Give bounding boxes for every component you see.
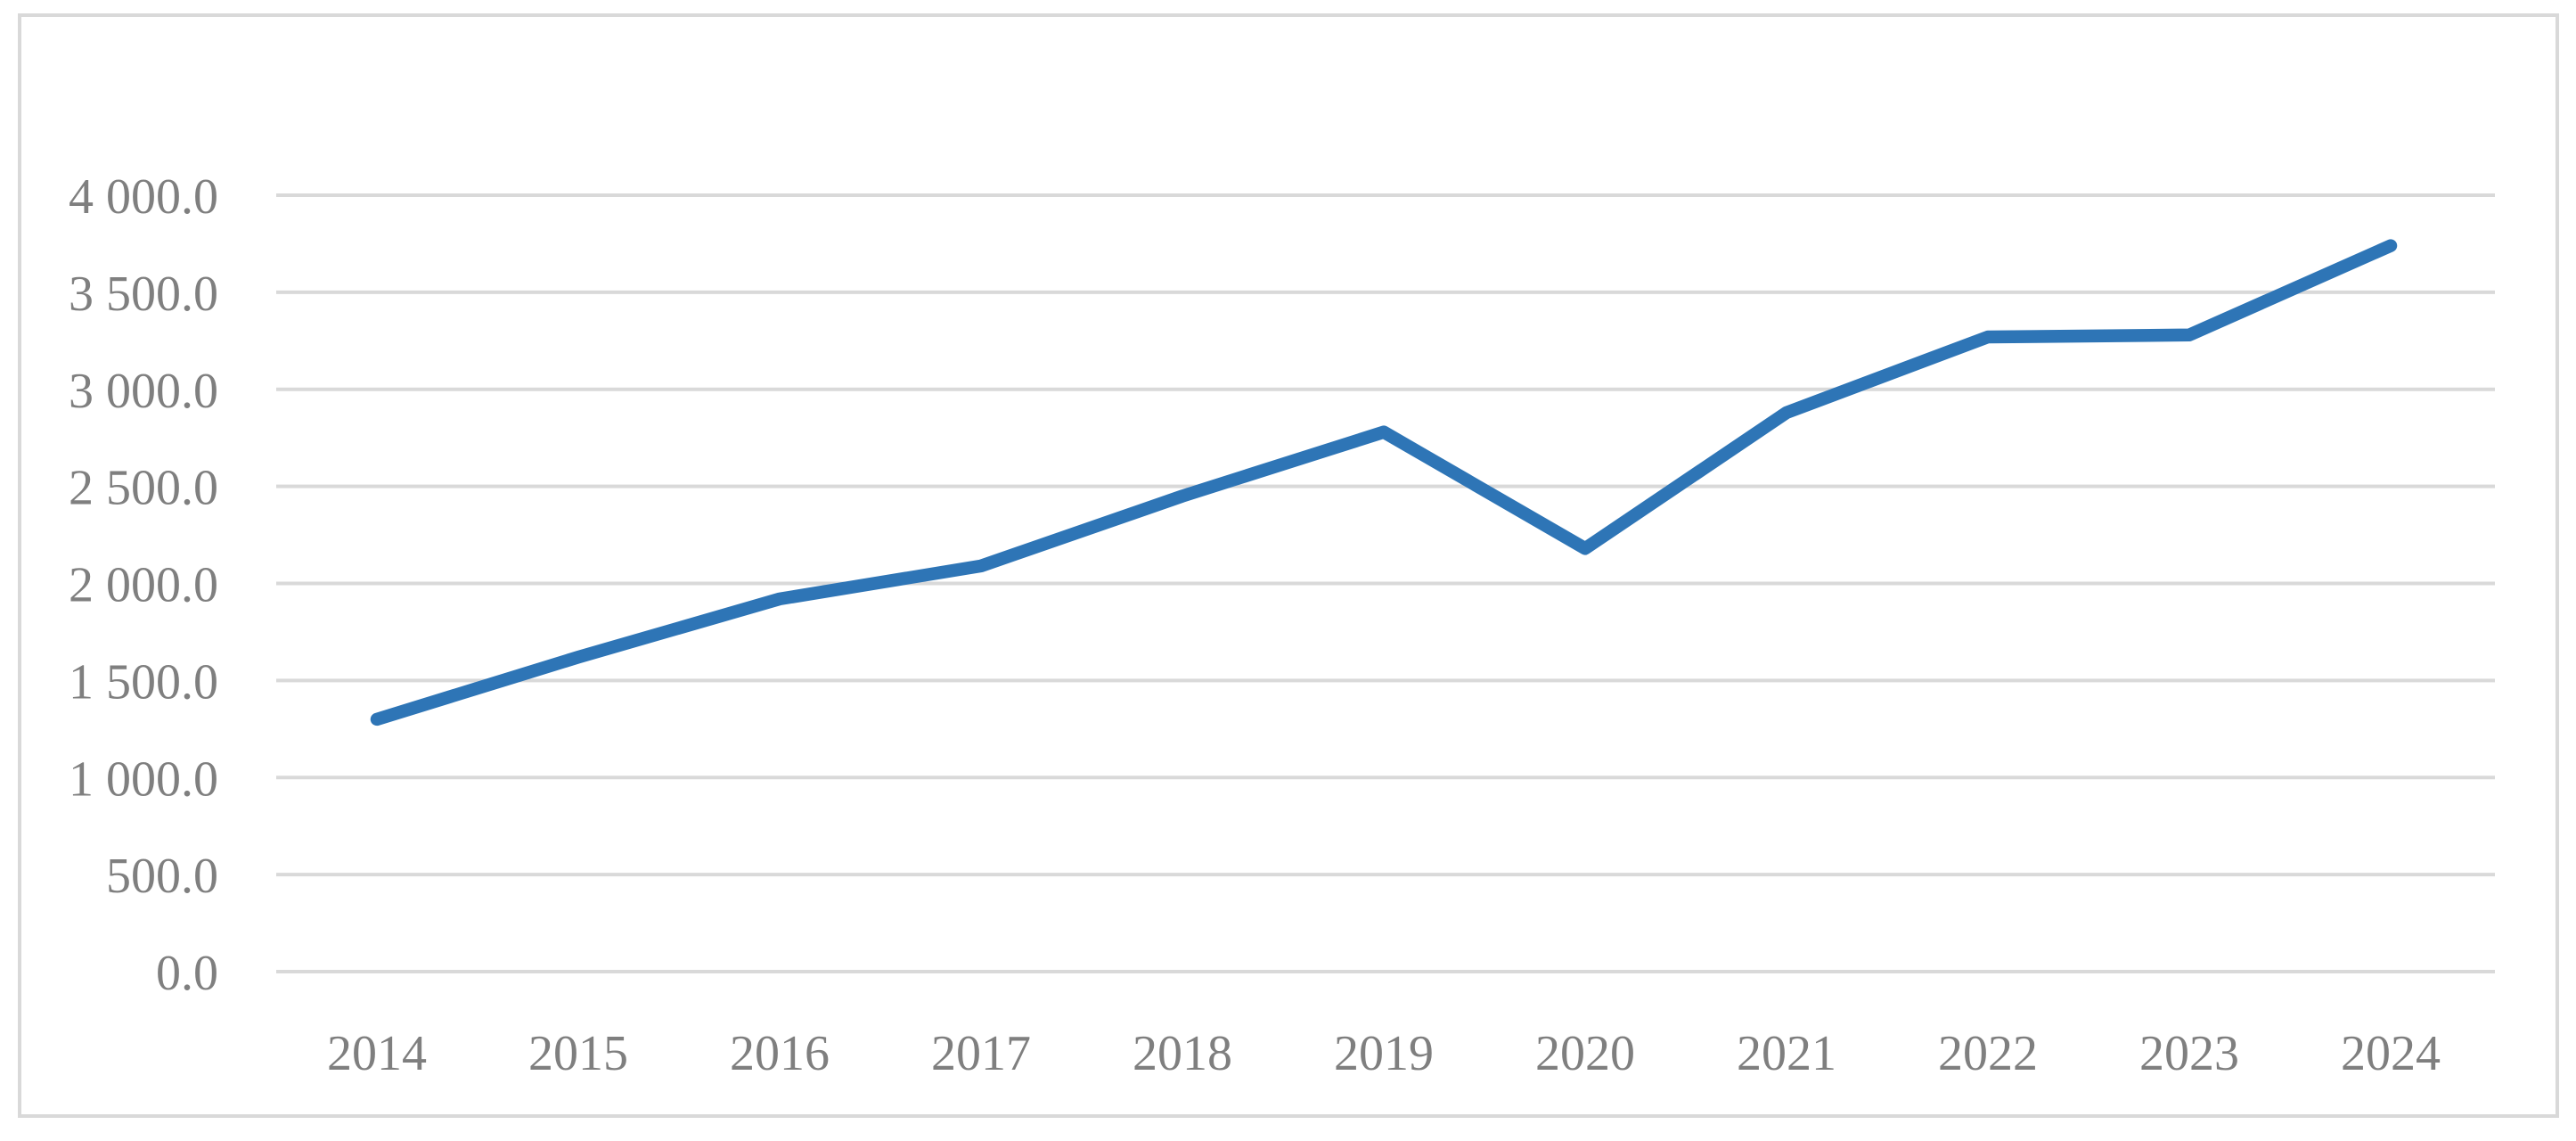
y-axis-tick-label: 1 500.0 [69, 654, 218, 710]
x-axis-tick-label: 2018 [1133, 1026, 1232, 1081]
x-axis-tick-label: 2022 [1938, 1026, 2038, 1081]
y-axis-tick-label: 2 500.0 [69, 461, 218, 516]
x-axis-tick-label: 2024 [2341, 1026, 2441, 1081]
data-series-line [370, 239, 2398, 726]
x-axis-tick-label: 2019 [1334, 1026, 1434, 1081]
y-axis-tick-label: 4 000.0 [69, 169, 218, 225]
x-axis-tick-label: 2015 [528, 1026, 628, 1081]
x-axis-tick-label: 2016 [730, 1026, 830, 1081]
x-axis-tick-label: 2021 [1737, 1026, 1836, 1081]
y-axis-tick-label: 3 500.0 [69, 267, 218, 322]
y-axis-tick-label: 500.0 [106, 849, 218, 904]
x-axis-tick-label: 2017 [931, 1026, 1031, 1081]
y-axis-tick-label: 2 000.0 [69, 558, 218, 613]
x-axis-tick-label: 2023 [2139, 1026, 2239, 1081]
y-axis-tick-label: 1 000.0 [69, 751, 218, 807]
x-axis-tick-label: 2020 [1535, 1026, 1635, 1081]
y-axis-tick-label: 3 000.0 [69, 364, 218, 419]
chart-frame-border [18, 13, 2559, 1118]
y-axis-tick-label: 0.0 [156, 946, 218, 1001]
x-axis-tick-label: 2014 [327, 1026, 427, 1081]
